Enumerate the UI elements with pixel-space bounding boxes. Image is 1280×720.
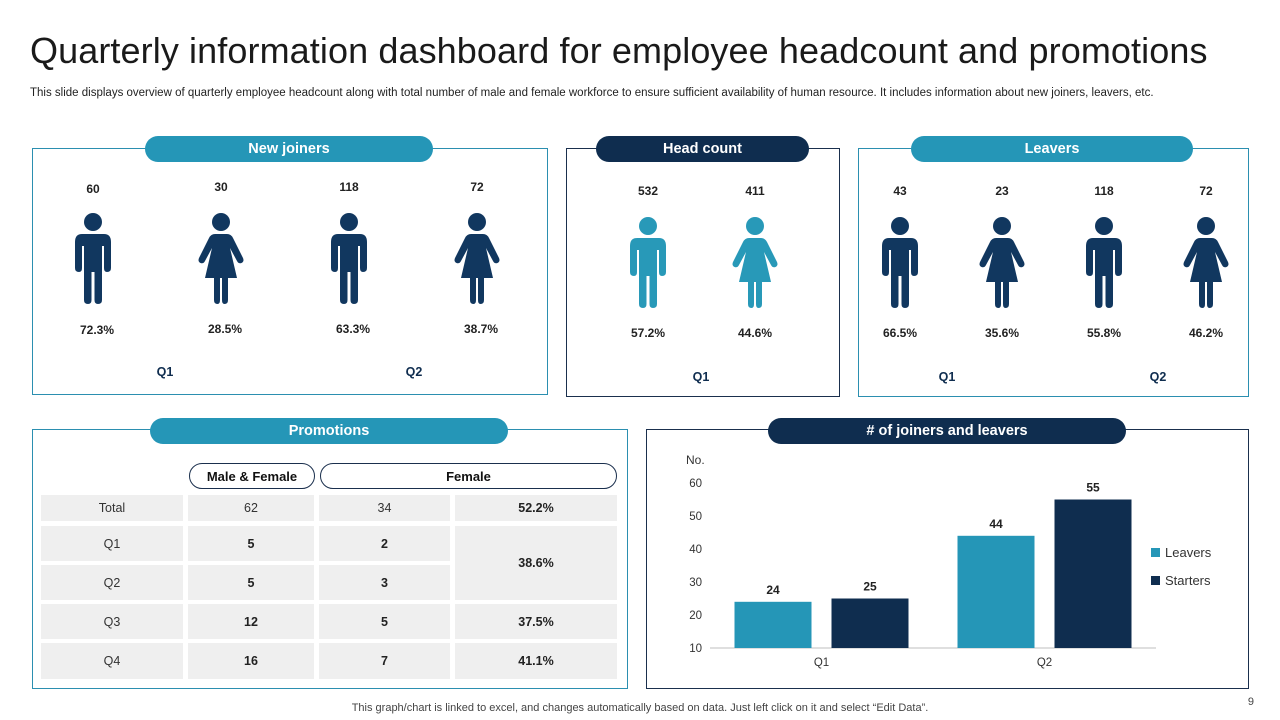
table-header-male-female: Male & Female xyxy=(189,463,315,489)
bar-value-label: 44 xyxy=(989,517,1003,531)
promotions-header: Promotions xyxy=(150,418,508,444)
leavers-value: 72 xyxy=(1199,184,1213,198)
new-joiners-percent: 38.7% xyxy=(463,322,499,336)
head-count-panel xyxy=(566,148,840,397)
footer-note: This graph/chart is linked to excel, and… xyxy=(351,702,929,714)
x-tick-label: Q2 xyxy=(1037,657,1052,669)
head-count-value: 411 xyxy=(745,184,765,198)
new-joiners-quarter: Q1 xyxy=(156,365,174,379)
male-person-icon xyxy=(875,216,925,308)
bar xyxy=(957,535,1035,648)
legend-label: Leavers xyxy=(1165,545,1212,560)
male-person-icon xyxy=(68,212,118,304)
y-tick-label: 20 xyxy=(689,610,702,622)
leavers-percent: 35.6% xyxy=(984,326,1020,340)
table-cell-percent: 37.5% xyxy=(455,604,617,639)
table-cell-percent: 41.1% xyxy=(455,643,617,679)
bar-value-label: 24 xyxy=(766,583,780,597)
head-count-quarter: Q1 xyxy=(692,370,710,384)
female-person-icon xyxy=(977,216,1027,308)
table-cell-male-female: 12 xyxy=(188,604,314,639)
female-person-icon xyxy=(730,216,780,308)
y-tick-label: 40 xyxy=(689,544,702,556)
legend-swatch xyxy=(1151,548,1160,557)
leavers-quarter: Q1 xyxy=(938,370,956,384)
bar xyxy=(1054,499,1132,648)
table-cell-male-female: 5 xyxy=(188,526,314,561)
y-axis-label: No. xyxy=(686,453,705,467)
table-cell-male-female: 16 xyxy=(188,643,314,679)
page-title: Quarterly information dashboard for empl… xyxy=(30,30,1208,71)
leavers-value: 43 xyxy=(893,184,907,198)
bar xyxy=(734,601,812,648)
head-count-percent: 44.6% xyxy=(737,326,773,340)
table-cell-female: 34 xyxy=(319,495,450,521)
table-row-label: Q1 xyxy=(41,526,183,561)
new-joiners-header: New joiners xyxy=(145,136,433,162)
leavers-header: Leavers xyxy=(911,136,1193,162)
table-cell-female: 3 xyxy=(319,565,450,600)
legend-swatch xyxy=(1151,576,1160,585)
new-joiners-percent: 72.3% xyxy=(79,323,115,337)
bar xyxy=(831,598,909,648)
table-row-label: Q2 xyxy=(41,565,183,600)
new-joiners-value: 60 xyxy=(86,182,100,196)
table-cell-female: 2 xyxy=(319,526,450,561)
new-joiners-percent: 63.3% xyxy=(335,322,371,336)
leavers-percent: 46.2% xyxy=(1188,326,1224,340)
female-person-icon xyxy=(1181,216,1231,308)
new-joiners-panel xyxy=(32,148,548,395)
bar-value-label: 55 xyxy=(1086,481,1100,495)
female-person-icon xyxy=(452,212,502,304)
female-person-icon xyxy=(196,212,246,304)
leavers-percent: 66.5% xyxy=(882,326,918,340)
leavers-value: 23 xyxy=(995,184,1009,198)
table-cell-percent: 52.2% xyxy=(455,495,617,521)
page-subtitle: This slide displays overview of quarterl… xyxy=(30,87,1154,99)
head-count-header: Head count xyxy=(596,136,809,162)
new-joiners-value: 118 xyxy=(339,180,359,194)
table-row-label: Q4 xyxy=(41,643,183,679)
leavers-quarter: Q2 xyxy=(1149,370,1167,384)
male-person-icon xyxy=(623,216,673,308)
y-tick-label: 60 xyxy=(689,478,702,490)
table-row-label: Q3 xyxy=(41,604,183,639)
male-person-icon xyxy=(324,212,374,304)
table-cell-percent: 38.6% xyxy=(455,526,617,600)
new-joiners-value: 72 xyxy=(470,180,484,194)
table-cell-male-female: 62 xyxy=(188,495,314,521)
table-cell-female: 5 xyxy=(319,604,450,639)
table-header-female: Female xyxy=(320,463,617,489)
table-row-label: Total xyxy=(41,495,183,521)
bar-value-label: 25 xyxy=(863,580,877,594)
new-joiners-quarter: Q2 xyxy=(405,365,423,379)
head-count-value: 532 xyxy=(637,184,659,198)
chart-title: # of joiners and leavers xyxy=(768,418,1126,444)
head-count-percent: 57.2% xyxy=(630,326,666,340)
legend-label: Starters xyxy=(1165,573,1211,588)
leavers-panel xyxy=(858,148,1249,397)
joiners-leavers-bar-chart: No. 10 20 30 40 50 60 24 25 Q1 44 55 Q2 Leavers Starte… xyxy=(686,453,1212,669)
table-cell-female: 7 xyxy=(319,643,450,679)
page-number: 9 xyxy=(1247,696,1254,708)
y-tick-label: 50 xyxy=(689,511,702,523)
leavers-percent: 55.8% xyxy=(1086,326,1122,340)
male-person-icon xyxy=(1079,216,1129,308)
x-tick-label: Q1 xyxy=(814,657,829,669)
leavers-value: 118 xyxy=(1094,184,1114,198)
y-tick-label: 30 xyxy=(689,577,702,589)
table-cell-male-female: 5 xyxy=(188,565,314,600)
new-joiners-percent: 28.5% xyxy=(207,322,243,336)
new-joiners-value: 30 xyxy=(214,180,228,194)
y-tick-label: 10 xyxy=(689,643,702,655)
